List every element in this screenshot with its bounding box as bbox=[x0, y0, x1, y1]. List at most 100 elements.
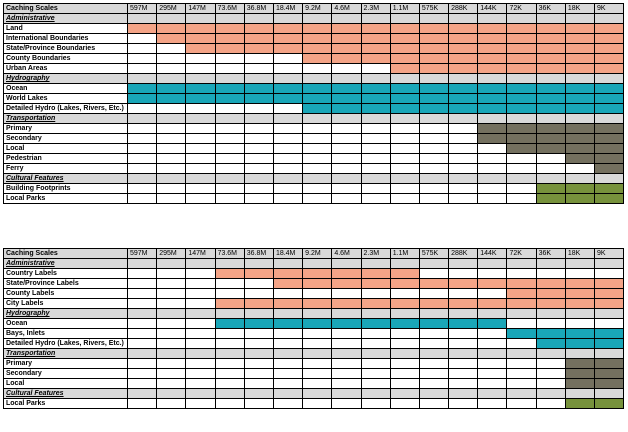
scale-cell-empty bbox=[360, 328, 391, 339]
scale-cell-active bbox=[535, 63, 566, 74]
scale-cell-active bbox=[535, 298, 566, 309]
scale-cell-empty bbox=[185, 378, 216, 389]
scale-cell-empty bbox=[214, 133, 245, 144]
scale-cell-active bbox=[535, 103, 566, 114]
scale-cell-empty bbox=[302, 133, 333, 144]
scale-header: 18K bbox=[564, 3, 596, 14]
scale-header: 575K bbox=[418, 3, 450, 14]
section-cell bbox=[214, 258, 245, 269]
section-cell bbox=[535, 388, 566, 399]
scale-cell-active bbox=[214, 33, 245, 44]
scale-cell-active bbox=[564, 368, 596, 379]
scale-cell-empty bbox=[156, 143, 187, 154]
scale-cell-empty bbox=[331, 153, 362, 164]
row-label: Ocean bbox=[3, 83, 128, 94]
scale-cell-active bbox=[477, 103, 508, 114]
scale-cell-active bbox=[535, 83, 566, 94]
section-cell bbox=[506, 258, 537, 269]
scale-header: 18.4M bbox=[272, 3, 304, 14]
section-title: Hydrography bbox=[3, 308, 128, 319]
scale-cell-active bbox=[360, 23, 391, 34]
scale-cell-empty bbox=[185, 268, 216, 279]
scale-cell-empty bbox=[185, 153, 216, 164]
section-cell bbox=[360, 348, 391, 359]
section-cell bbox=[214, 13, 245, 24]
scale-cell-active bbox=[214, 43, 245, 54]
scale-cell-empty bbox=[126, 298, 158, 309]
table-row: Ocean bbox=[3, 318, 625, 329]
scale-cell-active bbox=[360, 318, 391, 329]
scale-cell-active bbox=[389, 318, 420, 329]
scale-cell-active bbox=[126, 83, 158, 94]
section-cell bbox=[593, 308, 625, 319]
section-cell bbox=[535, 73, 566, 84]
scale-cell-active bbox=[477, 23, 508, 34]
scale-cell-empty bbox=[302, 378, 333, 389]
scale-cell-empty bbox=[448, 358, 479, 369]
section-cell bbox=[418, 13, 450, 24]
scale-cell-empty bbox=[564, 163, 596, 174]
section-row: Hydrography bbox=[3, 73, 625, 84]
scale-cell-empty bbox=[448, 193, 479, 204]
scale-cell-empty bbox=[126, 103, 158, 114]
section-cell bbox=[389, 13, 420, 24]
section-cell bbox=[564, 348, 596, 359]
table-row: Local bbox=[3, 378, 625, 389]
scale-cell-empty bbox=[272, 193, 304, 204]
scale-cell-empty bbox=[477, 358, 508, 369]
section-cell bbox=[156, 113, 187, 124]
scale-cell-active bbox=[477, 83, 508, 94]
scale-cell-empty bbox=[126, 268, 158, 279]
scale-header: 73.6M bbox=[214, 248, 245, 259]
scale-cell-empty bbox=[272, 143, 304, 154]
table-row: Primary bbox=[3, 123, 625, 134]
scale-cell-empty bbox=[185, 183, 216, 194]
scale-cell-empty bbox=[156, 183, 187, 194]
scale-cell-active bbox=[448, 93, 479, 104]
scale-cell-empty bbox=[156, 318, 187, 329]
scale-cell-empty bbox=[448, 328, 479, 339]
table-row: Building Footprints bbox=[3, 183, 625, 194]
scale-header: 72K bbox=[506, 248, 537, 259]
scale-cell-active bbox=[506, 123, 537, 134]
scale-cell-active bbox=[506, 133, 537, 144]
scale-cell-empty bbox=[214, 378, 245, 389]
scale-cell-active bbox=[389, 278, 420, 289]
section-cell bbox=[418, 348, 450, 359]
scale-cell-active bbox=[506, 43, 537, 54]
scale-cell-empty bbox=[506, 153, 537, 164]
scale-header: 288K bbox=[448, 248, 479, 259]
scale-cell-active bbox=[302, 103, 333, 114]
scale-cell-empty bbox=[185, 143, 216, 154]
scale-cell-empty bbox=[535, 163, 566, 174]
table-row: Land bbox=[3, 23, 625, 34]
section-cell bbox=[272, 113, 304, 124]
section-cell bbox=[126, 13, 158, 24]
scale-cell-empty bbox=[506, 358, 537, 369]
scale-cell-active bbox=[448, 53, 479, 64]
scale-cell-empty bbox=[360, 123, 391, 134]
section-cell bbox=[477, 113, 508, 124]
section-cell bbox=[156, 13, 187, 24]
section-cell bbox=[243, 13, 274, 24]
scale-cell-empty bbox=[506, 338, 537, 349]
scale-cell-active bbox=[506, 298, 537, 309]
scale-cell-active bbox=[448, 43, 479, 54]
scale-cell-active bbox=[593, 193, 625, 204]
section-cell bbox=[535, 308, 566, 319]
scale-cell-active bbox=[564, 193, 596, 204]
section-cell bbox=[214, 73, 245, 84]
scale-cell-active bbox=[564, 53, 596, 64]
scale-cell-empty bbox=[389, 288, 420, 299]
scale-cell-active bbox=[593, 153, 625, 164]
scale-cell-empty bbox=[126, 153, 158, 164]
table-row: County Labels bbox=[3, 288, 625, 299]
scale-cell-active bbox=[331, 83, 362, 94]
scale-cell-empty bbox=[389, 358, 420, 369]
section-cell bbox=[331, 258, 362, 269]
scale-cell-active bbox=[302, 278, 333, 289]
scale-cell-active bbox=[477, 93, 508, 104]
scale-cell-empty bbox=[185, 288, 216, 299]
row-label: Primary bbox=[3, 123, 128, 134]
scale-cell-empty bbox=[214, 143, 245, 154]
